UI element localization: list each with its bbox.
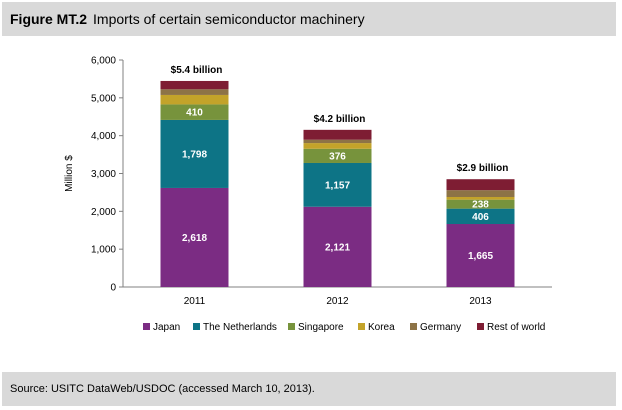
- legend-swatch: [410, 323, 417, 330]
- x-category-label: 2011: [184, 296, 206, 307]
- y-tick-label: 1,000: [91, 245, 116, 256]
- bar-segment: [446, 179, 515, 191]
- source-note: Source: USITC DataWeb/USDOC (accessed Ma…: [2, 372, 616, 406]
- figure-label: Figure MT.2: [10, 11, 88, 27]
- y-tick-label: 5,000: [91, 93, 116, 104]
- bar-segment: [303, 129, 372, 140]
- y-tick-label: 0: [110, 283, 116, 294]
- bar-segment-label: 376: [329, 151, 346, 162]
- bar-segment-label: 2,618: [182, 233, 207, 244]
- legend-label: Japan: [153, 322, 180, 333]
- legend-label: Korea: [368, 322, 395, 333]
- legend-swatch: [288, 323, 295, 330]
- figure-title-bar: Figure MT.2 Imports of certain semicondu…: [2, 2, 616, 36]
- legend-label: Rest of world: [487, 322, 545, 333]
- bar-segment: [303, 162, 372, 207]
- bar-segment-label: 410: [186, 108, 203, 119]
- bar-segment: [303, 206, 372, 287]
- bar-segment: [303, 143, 372, 149]
- bar-total-label: $2.9 billion: [457, 163, 509, 174]
- bar-segment-label: 2,121: [325, 242, 350, 253]
- legend-swatch: [358, 323, 365, 330]
- legend-swatch: [193, 323, 200, 330]
- y-tick-label: 6,000: [91, 56, 116, 67]
- bar-segment: [160, 187, 229, 287]
- bar-segment: [160, 104, 229, 120]
- bar-segment: [446, 196, 515, 200]
- bar-segment: [160, 89, 229, 95]
- y-axis-label: Million $: [64, 155, 75, 192]
- y-tick-label: 4,000: [91, 131, 116, 142]
- y-tick-label: 2,000: [91, 207, 116, 218]
- bar-segment-label: 1,157: [325, 180, 350, 191]
- bar-segment: [446, 224, 515, 287]
- x-category-label: 2012: [326, 296, 349, 307]
- figure-title: Imports of certain semiconductor machine…: [93, 11, 365, 27]
- bar-segment-label: 1,798: [182, 149, 207, 160]
- bar-segment: [160, 94, 229, 105]
- legend-label: Germany: [420, 322, 461, 333]
- bar-segment: [446, 190, 515, 197]
- bar-total-label: $4.2 billion: [314, 114, 366, 125]
- bar-segment-label: 1,665: [468, 251, 493, 262]
- x-category-label: 2013: [469, 296, 492, 307]
- bar-segment: [160, 80, 229, 90]
- legend-swatch: [477, 323, 484, 330]
- legend-label: The Netherlands: [203, 322, 277, 333]
- bar-segment: [446, 208, 515, 225]
- bar-segment: [303, 139, 372, 144]
- bar-segment: [160, 119, 229, 188]
- bar-segment: [303, 148, 372, 163]
- legend-label: Singapore: [298, 322, 344, 333]
- legend-swatch: [143, 323, 150, 330]
- bar-segment-label: 238: [472, 200, 489, 211]
- bar-total-label: $5.4 billion: [171, 65, 223, 76]
- bar-segment-label: 406: [472, 212, 489, 223]
- bar-segment: [446, 199, 515, 209]
- y-tick-label: 3,000: [91, 169, 116, 180]
